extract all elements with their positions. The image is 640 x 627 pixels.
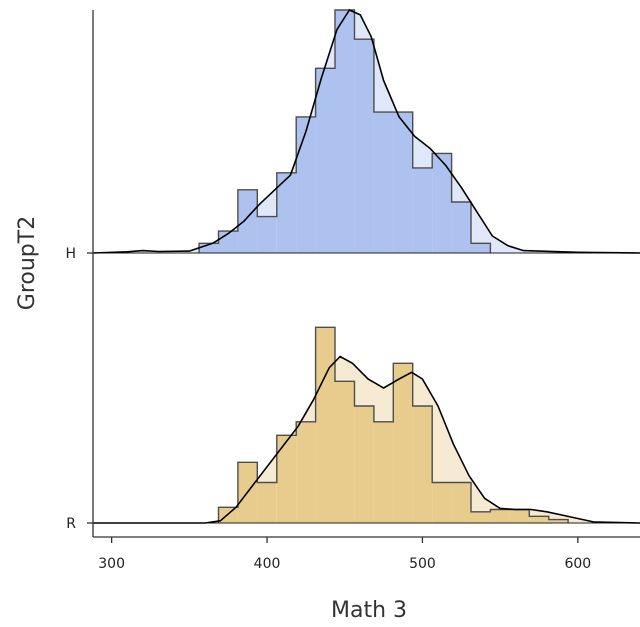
histogram-bar (373, 112, 394, 253)
histogram-bar (451, 482, 471, 523)
histogram-bar (335, 10, 355, 253)
histogram-bar (548, 519, 569, 523)
histogram-bar (432, 153, 452, 253)
histogram-bar (276, 172, 297, 253)
x-tick-label: 300 (98, 556, 125, 572)
histogram-outline-h (198, 9, 492, 253)
density-curve-h (92, 9, 640, 254)
ridge-r (93, 326, 640, 524)
histogram-bar (335, 381, 355, 524)
ridge-h (92, 9, 640, 254)
y-tick-label: R (66, 516, 76, 532)
y-axis-title: GroupT2 (15, 216, 40, 310)
histogram-bar (490, 509, 510, 523)
axis-ticks: H R 300 400 500 600 (65, 246, 591, 572)
histogram-bar (451, 202, 471, 253)
histogram-bar (393, 363, 413, 524)
histogram-bar (296, 116, 316, 254)
histogram-bar (393, 112, 413, 253)
plot-area (92, 9, 640, 524)
histogram-bar (257, 216, 277, 253)
histogram-bar (354, 39, 374, 254)
histogram-bar (412, 167, 433, 253)
histogram-bar (237, 189, 258, 253)
histogram-bar (471, 243, 491, 253)
histogram-bar (257, 482, 277, 523)
histogram-bar (432, 482, 452, 523)
histogram-bar (315, 327, 335, 524)
histogram-bar (354, 406, 374, 523)
histogram-bar (509, 509, 530, 523)
histogram-bar (412, 406, 433, 523)
histogram-bar (296, 421, 316, 524)
density-curve-r (93, 355, 640, 524)
x-tick-label: 600 (564, 556, 591, 572)
y-tick-label: H (65, 246, 76, 262)
histogram-bar (471, 511, 491, 524)
histogram-bar (199, 243, 219, 253)
histogram-bar (529, 516, 549, 524)
x-tick-label: 400 (254, 556, 281, 572)
x-axis-title: Math 3 (331, 598, 407, 623)
x-tick-label: 500 (409, 556, 436, 572)
histogram-bar (373, 421, 394, 524)
histogram-bar (276, 435, 297, 524)
histogram-bar (315, 68, 335, 253)
